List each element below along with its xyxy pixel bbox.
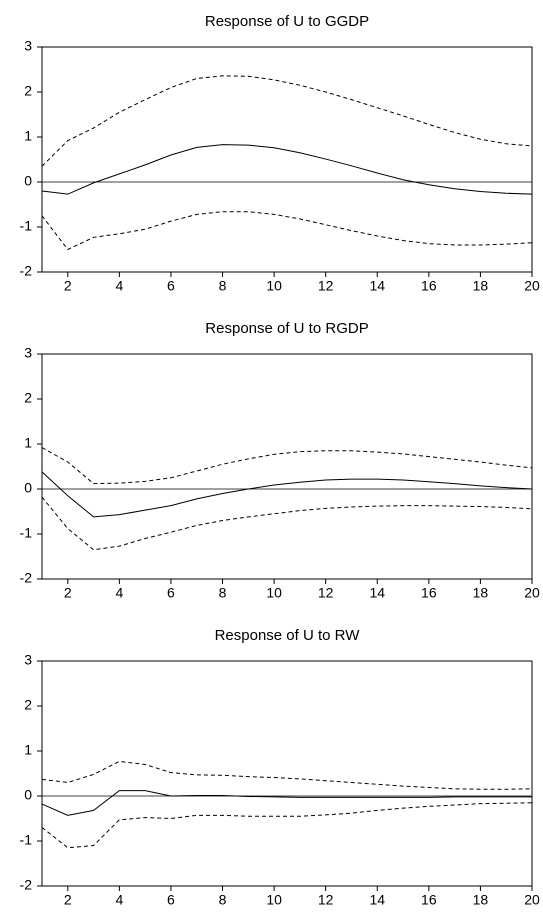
- response-line: [41, 790, 532, 816]
- plot-frame: [41, 46, 533, 273]
- y-tick-label: 3: [24, 38, 32, 54]
- x-tick-label: 12: [318, 278, 334, 294]
- y-tick-label: 2: [24, 390, 32, 406]
- chart-title: Response of U to RW: [215, 627, 361, 644]
- y-tick-label: 3: [24, 345, 32, 361]
- x-tick-label: 20: [524, 585, 540, 601]
- x-tick-label: 16: [421, 585, 437, 601]
- y-tick-label: 2: [24, 83, 32, 99]
- response-line: [41, 496, 533, 551]
- response-line: [41, 802, 533, 849]
- x-tick-label: 10: [266, 892, 282, 908]
- response-line: [41, 471, 533, 518]
- x-tick-label: 4: [115, 585, 123, 601]
- y-tick-label: 1: [24, 435, 32, 451]
- x-tick-label: 6: [167, 278, 175, 294]
- y-tick-label: -1: [20, 525, 33, 541]
- x-tick-label: 8: [219, 585, 227, 601]
- chart-title: Response of U to RGDP: [205, 320, 368, 337]
- x-tick-label: 12: [318, 585, 334, 601]
- x-tick-label: 10: [266, 585, 282, 601]
- x-tick-label: 10: [266, 278, 282, 294]
- response-line: [41, 144, 533, 195]
- x-tick-label: 4: [115, 278, 123, 294]
- x-tick-label: 14: [369, 892, 385, 908]
- response-line: [41, 760, 533, 790]
- response-line: [41, 211, 533, 251]
- x-tick-label: 8: [219, 278, 227, 294]
- x-tick-label: 20: [524, 278, 540, 294]
- y-tick-label: 1: [24, 128, 32, 144]
- x-tick-label: 16: [421, 278, 437, 294]
- y-tick-label: 2: [24, 697, 32, 713]
- x-tick-label: 8: [219, 892, 227, 908]
- x-tick-label: 14: [369, 278, 385, 294]
- y-tick-label: -1: [20, 218, 33, 234]
- x-tick-label: 4: [115, 892, 123, 908]
- y-tick-label: -2: [20, 877, 33, 893]
- x-tick-label: 6: [167, 892, 175, 908]
- y-tick-label: 0: [24, 173, 32, 189]
- response-line: [41, 75, 533, 167]
- y-tick-label: 0: [24, 480, 32, 496]
- x-tick-label: 2: [64, 585, 72, 601]
- y-tick-label: -1: [20, 832, 33, 848]
- x-tick-label: 16: [421, 892, 437, 908]
- x-tick-label: 12: [318, 892, 334, 908]
- x-tick-label: 2: [64, 892, 72, 908]
- x-tick-label: 14: [369, 585, 385, 601]
- y-tick-label: 1: [24, 742, 32, 758]
- plot-frame: [41, 353, 533, 580]
- y-tick-label: 0: [24, 787, 32, 803]
- x-tick-label: 2: [64, 278, 72, 294]
- x-tick-label: 18: [473, 892, 489, 908]
- x-tick-label: 18: [473, 278, 489, 294]
- plot-frame: [41, 660, 533, 887]
- chart-title: Response of U to GGDP: [205, 13, 369, 30]
- y-tick-label: -2: [20, 570, 33, 586]
- x-tick-label: 18: [473, 585, 489, 601]
- x-tick-label: 6: [167, 585, 175, 601]
- response-line: [41, 447, 533, 485]
- x-tick-label: 20: [524, 892, 540, 908]
- y-tick-label: -2: [20, 263, 33, 279]
- y-tick-label: 3: [24, 652, 32, 668]
